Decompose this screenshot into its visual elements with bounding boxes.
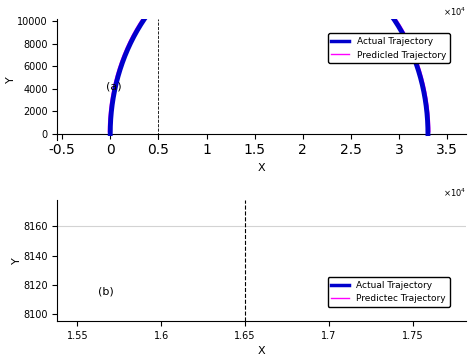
- X-axis label: X: X: [258, 163, 266, 173]
- Y-axis label: Y: Y: [11, 257, 22, 264]
- Text: $\times10^4$: $\times10^4$: [443, 6, 466, 18]
- Legend: Actual Trajectory, Predictec Trajectory: Actual Trajectory, Predictec Trajectory: [328, 277, 450, 307]
- Legend: Actual Trajectory, Predicled Trajectory: Actual Trajectory, Predicled Trajectory: [328, 33, 450, 63]
- Y-axis label: Y: Y: [6, 76, 16, 83]
- Text: $\times10^4$: $\times10^4$: [443, 186, 466, 199]
- Text: (b): (b): [98, 287, 114, 296]
- Text: (a): (a): [106, 81, 122, 92]
- X-axis label: X: X: [258, 346, 266, 357]
